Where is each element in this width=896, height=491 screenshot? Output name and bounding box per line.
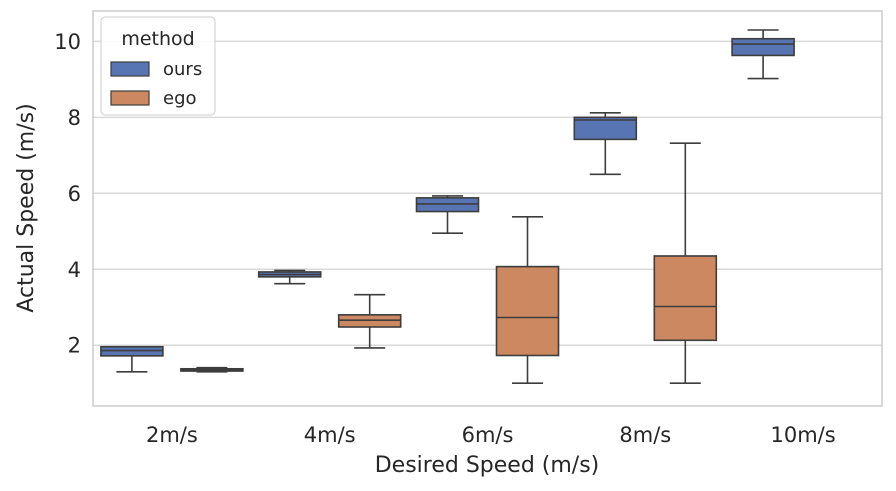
box-series (100, 29, 795, 385)
box-ours-8m/s (573, 111, 638, 176)
box-ego-2m/s (180, 366, 244, 373)
y-tick-label: 8 (68, 106, 81, 130)
legend-label-ego: ego (163, 88, 197, 109)
legend-label-ours: ours (163, 59, 202, 80)
legend-swatch-ours (110, 61, 150, 77)
x-tick-label: 6m/s (462, 423, 514, 447)
box-ego-4m/s (337, 293, 402, 349)
y-tick-label: 6 (68, 182, 81, 206)
x-tick-label: 8m/s (619, 423, 671, 447)
x-axis-label: Desired Speed (m/s) (375, 453, 600, 478)
gridlines (93, 40, 882, 346)
y-tick-label: 2 (68, 334, 81, 358)
box-ours-2m/s (100, 345, 164, 373)
box-iqr (573, 116, 638, 141)
box-ours-6m/s (415, 195, 480, 234)
y-tick-labels: 2 4 6 8 10 (54, 30, 81, 358)
x-tick-label: 2m/s (146, 423, 198, 447)
y-tick-label: 4 (68, 258, 81, 282)
x-tick-label: 10m/s (770, 423, 835, 447)
x-tick-labels: 2m/s 4m/s 6m/s 8m/s 10m/s (146, 423, 836, 447)
x-tick-label: 4m/s (304, 423, 356, 447)
box-ego-6m/s (495, 216, 560, 385)
legend-title: method (121, 28, 194, 50)
box-ours-10m/s (731, 29, 795, 80)
box-iqr (731, 37, 795, 57)
legend: method ours ego (100, 16, 216, 116)
box-iqr (495, 265, 560, 357)
box-ego-8m/s (653, 142, 718, 385)
box-iqr (653, 255, 718, 342)
legend-swatch-ego (110, 90, 150, 106)
box-ours-4m/s (257, 269, 322, 285)
plot-frame (92, 10, 883, 407)
y-axis-label: Actual Speed (m/s) (14, 103, 39, 312)
y-tick-label: 10 (54, 30, 81, 54)
